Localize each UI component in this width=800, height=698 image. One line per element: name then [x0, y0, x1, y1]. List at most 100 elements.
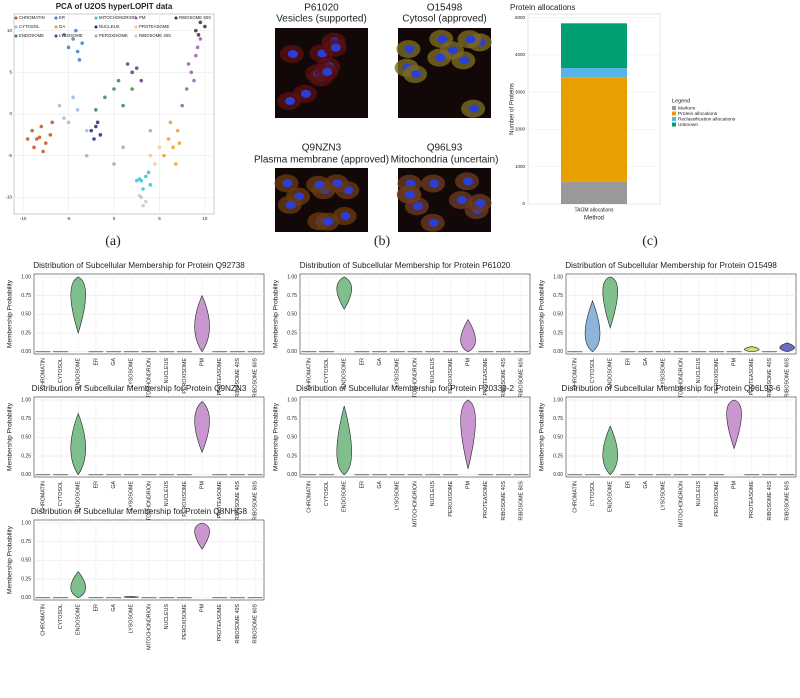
x-tick-label: PM — [731, 481, 737, 489]
point — [89, 128, 94, 133]
legend-swatch — [672, 106, 676, 110]
y-tick-label: 0.00 — [21, 472, 31, 478]
nucleus — [300, 89, 311, 98]
x-tick-label: NUCLEUS — [164, 481, 170, 507]
y-tick-label: 0.25 — [287, 330, 297, 336]
x-tick-label: PM — [199, 604, 205, 612]
point — [130, 70, 134, 75]
x-tick-label: ENDOSOME — [342, 358, 348, 389]
x-tick-label: ENDOSOME — [608, 481, 614, 512]
y-tick-label: 2000 — [515, 127, 526, 132]
point — [174, 162, 178, 166]
violin — [194, 522, 210, 550]
point — [195, 45, 200, 50]
x-tick-label: RIBOSOME 60S — [253, 358, 259, 398]
x-tick-label: PEROXISOME — [182, 481, 188, 517]
violin — [123, 595, 140, 599]
violin — [460, 319, 476, 353]
micrograph-protein: Q9NZN3 — [302, 143, 342, 154]
x-tick-label: ENDOSOME — [76, 358, 82, 389]
point — [37, 135, 42, 140]
y-tick-label: 0.50 — [553, 435, 563, 441]
legend-label: PROTEASOME — [139, 24, 169, 29]
y-tick-label: 0.00 — [287, 472, 297, 478]
x-tick-label: RIBOSOME 40S — [767, 481, 773, 521]
y-axis-label: Membership Probability — [539, 402, 546, 471]
point — [112, 87, 116, 91]
panel-label: (a) — [105, 234, 121, 249]
point — [186, 62, 191, 66]
y-tick-label: 0.00 — [21, 349, 31, 355]
y-tick-label: 10 — [7, 28, 13, 33]
point — [50, 120, 54, 125]
x-tick-label: LYSOSOME — [661, 481, 667, 511]
x-tick-label: GA — [377, 358, 383, 366]
x-tick-label: 0 — [113, 216, 116, 221]
violin — [779, 342, 795, 353]
nucleus — [404, 190, 415, 199]
legend-swatch — [94, 16, 98, 20]
point — [203, 24, 207, 29]
y-tick-label: 5 — [9, 70, 12, 75]
x-tick-label: RIBOSOME 40S — [235, 604, 241, 644]
nucleus — [323, 217, 334, 226]
point — [77, 58, 82, 62]
point — [121, 145, 125, 150]
x-tick-label: PEROXISOME — [182, 358, 188, 394]
y-tick-label: 0.75 — [287, 293, 297, 299]
y-axis-label: Membership Probability — [273, 279, 280, 348]
chart-title: Distribution of Subcellular Membership f… — [565, 261, 777, 270]
point — [30, 128, 34, 133]
x-tick-label: PM — [199, 358, 205, 366]
legend-label: PEROXISOME — [99, 33, 128, 38]
legend-swatch — [14, 34, 18, 38]
x-tick-label: RIBOSOME 60S — [785, 481, 791, 521]
point — [75, 108, 80, 112]
x-tick-label: PROTEASOME — [217, 604, 223, 642]
x-tick-label: MITOCHONDRION — [146, 358, 152, 404]
y-axis-label: Membership Probability — [273, 402, 280, 471]
legend-swatch — [54, 34, 58, 38]
x-tick-label: ENDOSOME — [76, 604, 82, 635]
x-tick-label: PEROXISOME — [448, 481, 454, 517]
point — [194, 28, 198, 33]
point — [84, 128, 89, 133]
x-tick-label: PROTEASOME — [749, 481, 755, 519]
point — [71, 37, 75, 41]
violin — [336, 405, 352, 476]
x-tick-label: RIBOSOME 40S — [501, 358, 507, 398]
point — [121, 103, 125, 108]
y-tick-label: 0.50 — [21, 435, 31, 441]
x-tick-label: CHROMATIN — [306, 481, 312, 513]
point — [137, 177, 142, 181]
legend-label: Unknown — [678, 122, 698, 128]
y-tick-label: 4000 — [515, 52, 526, 57]
y-tick-label: 0.75 — [553, 293, 563, 299]
x-tick-label: ER — [93, 358, 99, 366]
x-tick-label: GA — [111, 481, 117, 489]
nucleus — [412, 202, 423, 211]
legend-swatch — [134, 25, 138, 29]
point — [171, 145, 175, 150]
violin — [726, 399, 742, 450]
nucleus — [330, 43, 341, 52]
legend-label: Protein allocations — [678, 111, 718, 117]
x-tick-label: ER — [359, 481, 365, 489]
x-tick-label: RIBOSOME 40S — [501, 481, 507, 521]
point — [66, 45, 71, 50]
x-tick-label: ENDOSOME — [342, 481, 348, 512]
y-tick-label: 1.00 — [287, 397, 297, 403]
x-tick-label: CYTOSOL — [324, 481, 330, 506]
nucleus — [465, 35, 476, 44]
point — [184, 87, 189, 91]
point — [92, 137, 96, 141]
y-tick-label: -5 — [8, 153, 12, 158]
chart-title: Distribution of Subcellular Membership f… — [31, 507, 248, 516]
y-axis-label: Number of Proteins — [510, 83, 516, 135]
y-tick-label: 0.75 — [21, 539, 31, 545]
point — [48, 133, 53, 137]
y-tick-label: 0.25 — [21, 330, 31, 336]
nucleus — [285, 97, 296, 106]
x-tick-label: PM — [731, 358, 737, 366]
point — [177, 141, 182, 145]
